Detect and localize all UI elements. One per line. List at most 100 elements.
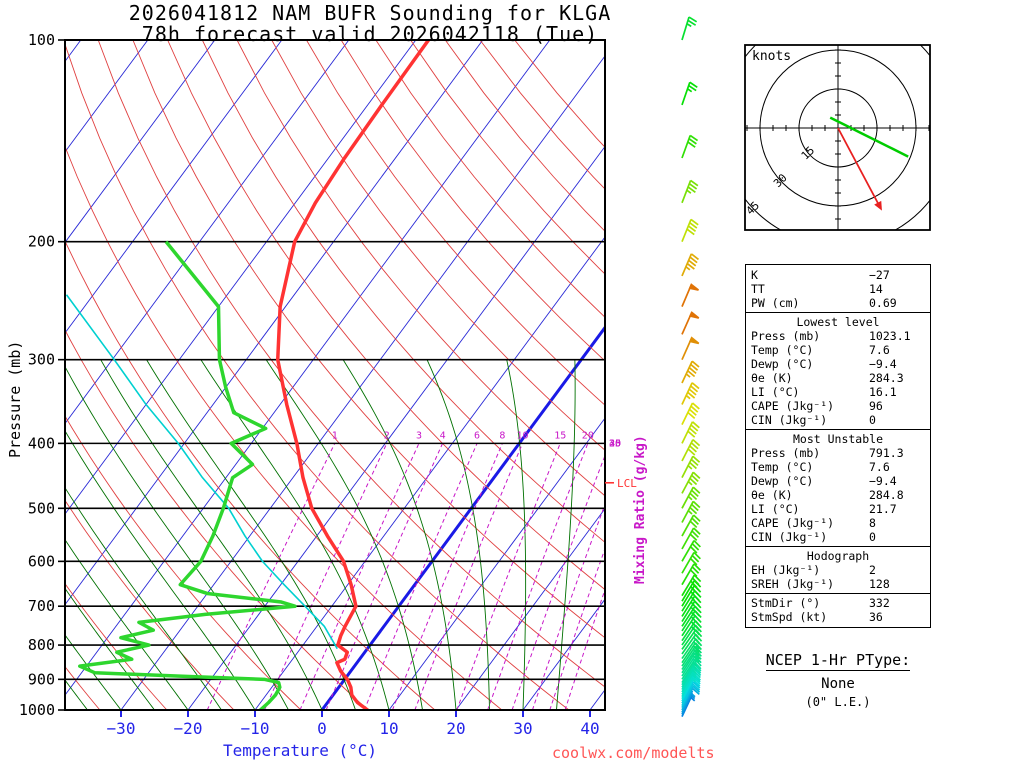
stat-label: StmDir (°) [751, 596, 821, 610]
wind-barb [681, 81, 698, 106]
wind-barb [681, 421, 700, 444]
wind-barb [681, 645, 702, 667]
storm-motion-vector [837, 127, 880, 206]
wind-barb [681, 658, 702, 680]
stat-row: TT 14 [746, 282, 930, 296]
stat-label: K [751, 268, 758, 282]
plot-border [64, 39, 606, 711]
stat-section-header: Hodograph [806, 549, 870, 563]
svg-text:500: 500 [28, 499, 55, 517]
svg-text:−20: −20 [174, 719, 203, 738]
svg-text:20: 20 [582, 430, 594, 441]
stat-value: 284.8 [869, 488, 904, 502]
wind-barb [681, 514, 701, 537]
stat-row: LI (°C) 21.7 [746, 502, 930, 516]
stat-value: 332 [869, 596, 890, 610]
wind-barb [681, 218, 699, 243]
svg-text:300: 300 [28, 351, 55, 369]
wind-barb [681, 527, 701, 550]
wind-barb [681, 500, 701, 523]
wind-barb [681, 661, 702, 684]
stat-value: 96 [869, 399, 883, 413]
stat-row: EH (Jkg⁻¹) 2 [746, 563, 930, 577]
wind-barb [681, 336, 700, 361]
svg-text:30: 30 [609, 438, 621, 449]
stat-row: Dewp (°C) −9.4 [746, 474, 930, 488]
stat-separator [746, 429, 930, 430]
stat-label: StmSpd (kt) [751, 610, 828, 624]
stat-value: 16.1 [869, 385, 897, 399]
stat-label: SREH (Jkg⁻¹) [751, 577, 835, 591]
stat-label: Press (mb) [751, 446, 821, 460]
stat-label: θe (K) [751, 488, 793, 502]
watermark: coolwx.com/modelts [552, 744, 715, 762]
stat-separator [746, 312, 930, 313]
svg-text:1: 1 [332, 430, 338, 441]
temperature-curve [275, 40, 430, 710]
wind-barb [681, 134, 699, 159]
wind-barb [681, 539, 701, 562]
hodograph-units-label: knots [752, 49, 792, 64]
stat-row: CAPE (Jkg⁻¹) 96 [746, 399, 930, 413]
stat-row: Press (mb) 791.3 [746, 446, 930, 460]
stat-value: −9.4 [869, 357, 897, 371]
stat-value: 8 [869, 516, 876, 530]
svg-text:10: 10 [517, 430, 529, 441]
temperature-axis-label: Temperature (°C) [222, 741, 378, 760]
stat-row: CAPE (Jkg⁻¹) 8 [746, 516, 930, 530]
wind-barb-column [681, 16, 703, 717]
svg-text:400: 400 [28, 434, 55, 452]
stat-value: 284.3 [869, 371, 904, 385]
svg-text:−10: −10 [241, 719, 270, 738]
stat-label: CAPE (Jkg⁻¹) [751, 516, 835, 530]
stat-label: Dewp (°C) [751, 474, 814, 488]
stat-value: 7.6 [869, 460, 890, 474]
stat-value: 128 [869, 577, 890, 591]
ptype-heading-row: NCEP 1-Hr PType: [745, 650, 931, 671]
svg-text:35: 35 [609, 438, 621, 449]
wind-barb [681, 574, 702, 597]
stat-row: θe (K) 284.8 [746, 488, 930, 502]
stat-value: 0.69 [869, 296, 897, 310]
hodograph-border [744, 44, 931, 231]
svg-text:8: 8 [499, 430, 505, 441]
dewpoint-curve [78, 240, 297, 710]
svg-text:40: 40 [580, 719, 599, 738]
stat-label: PW (cm) [751, 296, 800, 310]
stat-value: 14 [869, 282, 883, 296]
stat-label: LI (°C) [751, 502, 800, 516]
svg-text:1000: 1000 [19, 701, 55, 719]
wind-barb [681, 655, 702, 677]
svg-text:30: 30 [513, 719, 532, 738]
stat-value: 0 [869, 530, 876, 544]
wind-barb [681, 551, 701, 574]
wind-barb [681, 179, 699, 204]
wind-barb [681, 382, 700, 405]
pressure-axis-label: Pressure (mb) [6, 340, 24, 458]
stat-value: −27 [869, 268, 890, 282]
stat-value: 2 [869, 563, 876, 577]
stat-section-header: Most Unstable [792, 432, 883, 446]
svg-text:100: 100 [28, 31, 55, 49]
ptype-value: None [821, 676, 855, 692]
stat-row: Temp (°C) 7.6 [746, 460, 930, 474]
svg-text:2: 2 [384, 430, 390, 441]
stats-panel-content: K −27 TT 14 PW (cm) 0.69 Lowest level Press (mb… [746, 268, 930, 624]
stat-label: Temp (°C) [751, 343, 814, 357]
stat-row: Temp (°C) 7.6 [746, 343, 930, 357]
stat-label: Press (mb) [751, 329, 821, 343]
stat-label: LI (°C) [751, 385, 800, 399]
wind-barb [681, 16, 698, 41]
stat-row: StmSpd (kt) 36 [746, 610, 930, 624]
wind-barb [681, 486, 701, 509]
stat-label: Temp (°C) [751, 460, 814, 474]
stat-value: 1023.1 [869, 329, 911, 343]
stats-panel: K −27 TT 14 PW (cm) 0.69 Lowest level Press (mb… [745, 264, 931, 628]
wind-barb [681, 455, 701, 479]
chart-subtitle: 78h forecast valid 2026042118 (Tue) [141, 22, 599, 46]
stat-separator [746, 546, 930, 547]
wind-barb [681, 283, 699, 307]
stat-section-header: Lowest level [796, 315, 880, 329]
wind-barb [681, 685, 701, 709]
